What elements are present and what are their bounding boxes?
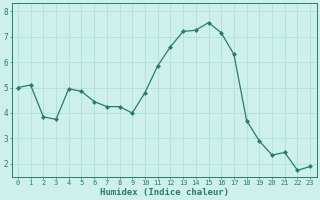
X-axis label: Humidex (Indice chaleur): Humidex (Indice chaleur) xyxy=(100,188,228,197)
